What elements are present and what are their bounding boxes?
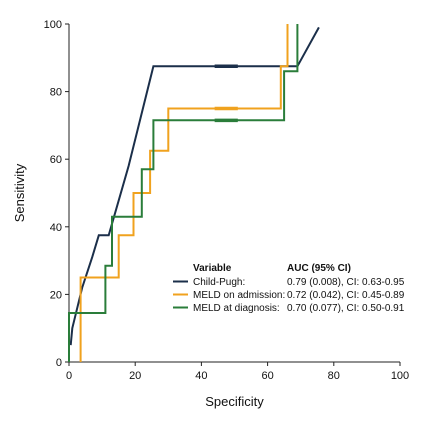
y-tick-label: 20 xyxy=(50,289,62,301)
y-tick-label: 60 xyxy=(50,154,62,166)
x-tick-label: 0 xyxy=(66,370,72,382)
legend-header-variable: Variable xyxy=(193,263,232,274)
series-layer xyxy=(68,24,320,362)
x-tick-label: 100 xyxy=(391,370,409,382)
series-line-meld-at-diagnosis xyxy=(68,24,299,362)
y-tick-label: 80 xyxy=(50,87,62,99)
series-line-meld-on-admission xyxy=(79,24,289,362)
x-axis-title: Specificity xyxy=(205,394,264,409)
y-axis-title: Sensitivity xyxy=(12,163,27,222)
y-tick-label: 40 xyxy=(50,222,62,234)
axes: 0 20 40 60 80 100 0 20 40 60 80 100 xyxy=(44,19,410,382)
legend-label-meld-on-admission: MELD on admission: xyxy=(193,290,285,301)
x-tick-label: 60 xyxy=(261,370,273,382)
x-tick-label: 80 xyxy=(328,370,340,382)
legend-header-auc: AUC (95% CI) xyxy=(287,263,351,274)
legend-label-meld-at-diagnosis: MELD at diagnosis: xyxy=(193,303,280,314)
y-tick-label: 100 xyxy=(44,19,62,31)
x-tick-label: 20 xyxy=(129,370,141,382)
legend: Variable AUC (95% CI) Child-Pugh: 0.79 (0.0… xyxy=(173,263,405,314)
x-tick-label: 40 xyxy=(195,370,207,382)
legend-auc-meld-at-diagnosis: 0.70 (0.077), CI: 0.50-0.91 xyxy=(287,303,405,314)
y-tick-label: 0 xyxy=(56,357,62,369)
legend-auc-child-pugh: 0.79 (0.008), CI: 0.63-0.95 xyxy=(287,277,405,288)
legend-auc-meld-on-admission: 0.72 (0.042), CI: 0.45-0.89 xyxy=(287,290,405,301)
legend-label-child-pugh: Child-Pugh: xyxy=(193,277,245,288)
